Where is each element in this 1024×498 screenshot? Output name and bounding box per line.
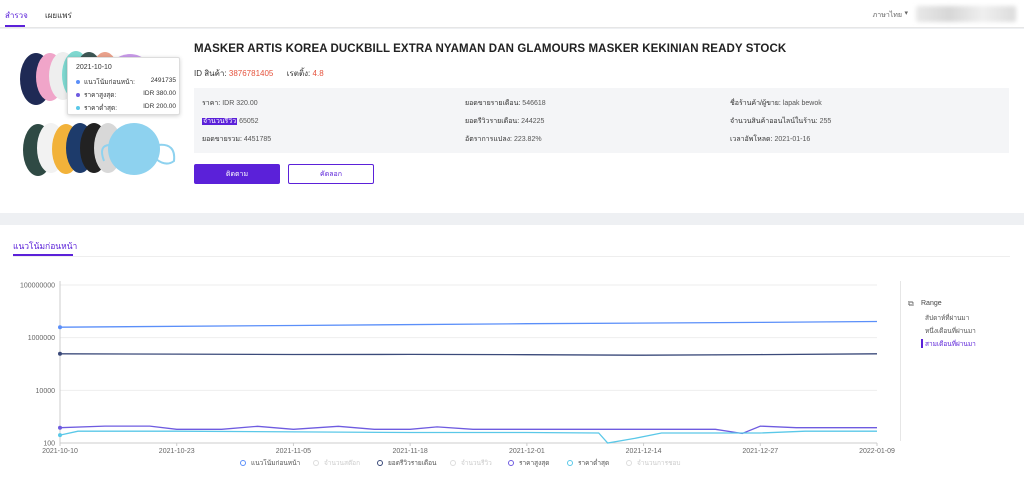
online-count-row: จำนวนสินค้าออนไลน์ในร้าน: 255	[730, 118, 832, 125]
legend-marker-icon	[626, 460, 632, 467]
x-tick-label: 2022-01-09	[859, 448, 895, 455]
legend-marker-icon	[450, 460, 456, 467]
track-button[interactable]: ติดตาม	[194, 164, 280, 184]
legend-min-price[interactable]: ราคาต่ำสุด	[567, 458, 609, 468]
trend-card: แนวโน้มก่อนหน้า 100000000 1000000 10000 100…	[0, 225, 1024, 498]
rating-value: 4.8	[312, 69, 324, 78]
account-info-blurred[interactable]	[916, 6, 1016, 22]
legend-trend[interactable]: แนวโน้มก่อนหน้า	[240, 458, 300, 468]
tooltip-date: 2021-10-10	[76, 64, 112, 71]
series-point	[58, 433, 62, 438]
series-point	[58, 351, 62, 356]
series-line	[59, 320, 878, 328]
series-line	[59, 430, 877, 444]
x-tick-label: 2021-11-18	[392, 448, 427, 455]
y-tick-label: 100	[43, 441, 55, 448]
series-line	[59, 353, 878, 356]
legend-max-price[interactable]: ราคาสูงสุด	[508, 458, 549, 468]
product-title: MASKER ARTIS KOREA DUCKBILL EXTRA NYAMAN…	[194, 43, 787, 55]
copy-button[interactable]: คัดลอก	[288, 164, 374, 184]
legend-likes[interactable]: จำนวนการชอบ	[626, 458, 681, 468]
x-tick-label: 2021-10-10	[42, 448, 78, 455]
tooltip-row: ราคาสูงสุด: IDR 380.00	[76, 90, 176, 100]
chart-tooltip: 2021-10-10 แนวโน้มก่อนหน้า: 2491735 ราคาส…	[67, 57, 180, 115]
shop-row: ชื่อร้านค้า/ผู้ขาย: lapak bewok	[730, 100, 822, 107]
tab-publish[interactable]: เผยแพร่	[45, 11, 72, 20]
upload-time-row: เวลาอัพโหลด: 2021-01-16	[730, 136, 811, 143]
section-divider	[13, 256, 1010, 257]
total-sales-row: ยอดขายรวม: 4451785	[202, 136, 272, 143]
y-tick-label: 1000000	[28, 335, 55, 342]
range-option-month[interactable]: หนึ่งเดือนที่ผ่านมา	[925, 328, 976, 335]
product-info-panel: ราคา: IDR 320.00 ยอดขายรายเดือน: 546618 …	[194, 88, 1009, 153]
top-nav-bar: สำรวจ เผยแพร่ ภาษาไทย ▾	[0, 0, 1024, 28]
active-tab-indicator	[5, 25, 25, 27]
y-tick-label: 100000000	[20, 283, 55, 290]
language-select[interactable]: ภาษาไทย	[872, 12, 902, 19]
price-row: ราคา: IDR 320.00	[202, 100, 258, 107]
range-title: Range	[921, 300, 942, 307]
x-tick-label: 2021-12-01	[509, 448, 545, 455]
range-option-week[interactable]: สัปดาห์ที่ผ่านมา	[925, 315, 970, 322]
range-option-three-months[interactable]: สามเดือนที่ผ่านมา	[925, 341, 976, 348]
x-tick-label: 2021-11-05	[276, 448, 311, 455]
legend-marker-icon	[567, 460, 573, 467]
tooltip-row: แนวโน้มก่อนหน้า: 2491735	[76, 77, 176, 87]
legend-marker-icon	[240, 460, 246, 467]
active-tab-indicator	[13, 254, 73, 256]
product-id-label: ID สินค้า:	[194, 69, 227, 78]
reviews-row: จำนวนรีวิว 65052	[202, 118, 259, 125]
series-point	[58, 425, 62, 430]
y-tick-label: 10000	[36, 388, 56, 395]
legend-marker-icon	[313, 460, 319, 467]
monthly-revenue-row: ยอดรีวิวรายเดือน: 244225	[465, 118, 545, 125]
tooltip-row: ราคาต่ำสุด: IDR 200.00	[76, 103, 176, 113]
rating-label: เรตติ้ง:	[286, 69, 311, 78]
tab-explore[interactable]: สำรวจ	[5, 11, 28, 20]
calendar-icon: ⧉	[908, 299, 914, 308]
x-tick-label: 2021-12-14	[626, 448, 662, 455]
legend-reviews[interactable]: จำนวนรีวิว	[450, 458, 492, 468]
range-selected-indicator	[921, 339, 923, 348]
product-meta: ID สินค้า: 3876781405 เรตติ้ง: 4.8	[194, 67, 324, 80]
conversion-row: อัตราการแปลง: 223.82%	[465, 136, 542, 143]
legend-stock[interactable]: จำนวนสต๊อก	[313, 458, 360, 468]
monthly-sales-row: ยอดขายรายเดือน: 546618	[465, 100, 546, 107]
x-tick-label: 2021-10-23	[159, 448, 195, 455]
tab-trend[interactable]: แนวโน้มก่อนหน้า	[13, 241, 78, 251]
series-point	[58, 325, 62, 330]
legend-marker-icon	[508, 460, 514, 467]
legend-marker-icon	[377, 460, 383, 467]
chevron-down-icon[interactable]: ▾	[904, 10, 908, 17]
x-tick-label: 2021-12-27	[742, 448, 778, 455]
product-id-value: 3876781405	[228, 69, 274, 78]
legend-monthly-reviews[interactable]: ยอดรีวิวรายเดือน	[377, 458, 436, 468]
range-panel: ⧉ Range สัปดาห์ที่ผ่านมา หนึ่งเดือนที่ผ่…	[900, 281, 1010, 441]
